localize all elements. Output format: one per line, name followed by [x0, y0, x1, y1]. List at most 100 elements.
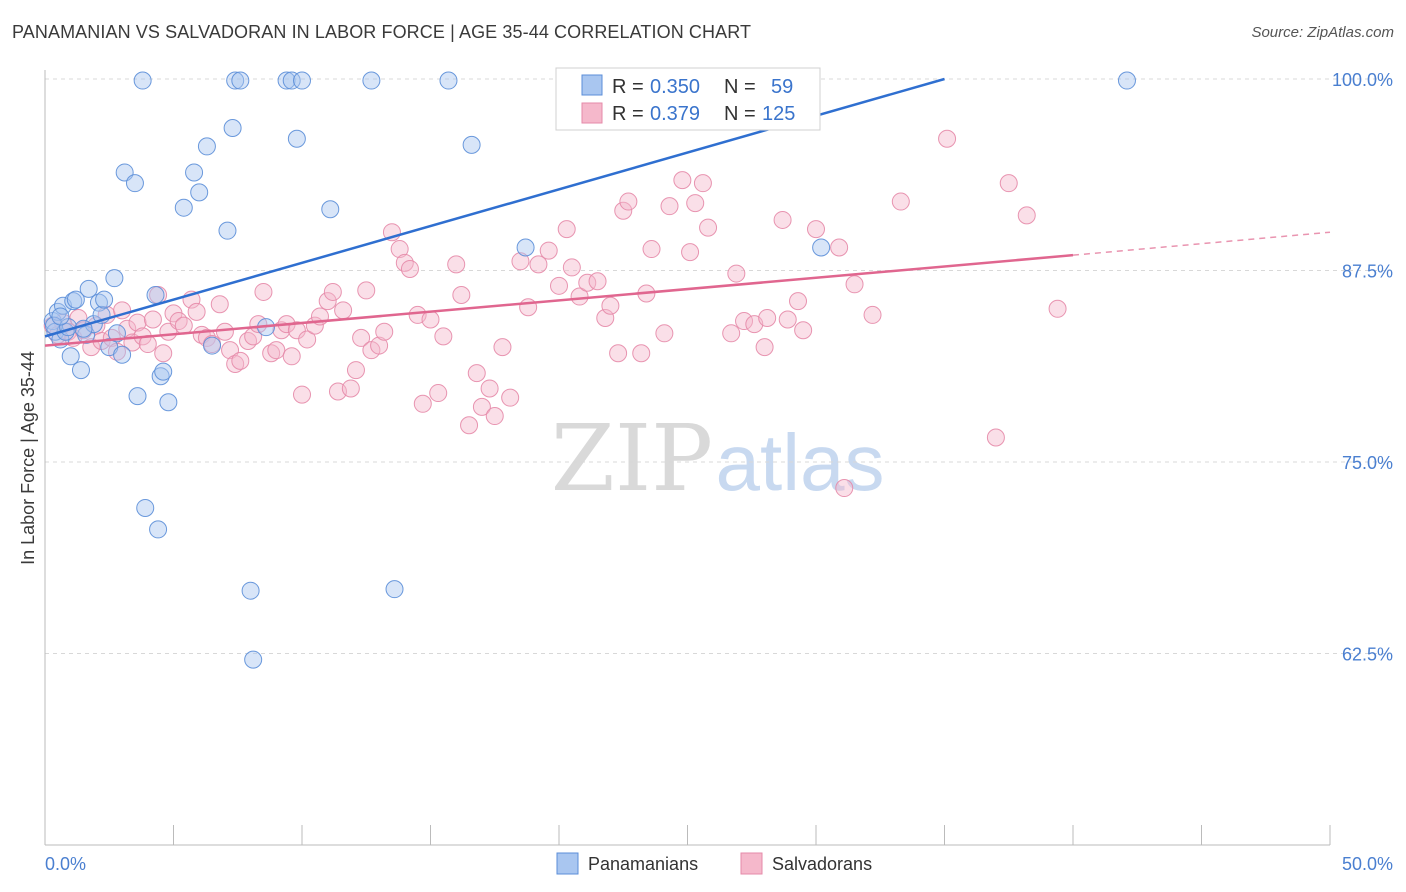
data-point-salvadorans: [699, 218, 718, 237]
data-point-panamanians: [282, 71, 301, 90]
data-point-salvadorans: [539, 241, 558, 260]
data-point-salvadorans: [632, 344, 651, 363]
data-point-salvadorans: [370, 336, 389, 355]
data-point-salvadorans: [681, 243, 700, 262]
data-point-panamanians: [151, 367, 170, 386]
data-point-salvadorans: [215, 322, 234, 341]
data-point-salvadorans: [986, 428, 1005, 447]
data-point-salvadorans: [673, 171, 692, 190]
stats-legend-swatch-blue: [581, 74, 603, 96]
data-point-panamanians: [362, 71, 381, 90]
trend-line-salvadorans: [44, 253, 1074, 347]
data-point-panamanians: [71, 361, 90, 380]
data-point-salvadorans: [601, 296, 620, 315]
data-point-panamanians: [66, 290, 85, 309]
data-point-salvadorans: [1017, 206, 1036, 225]
data-point-salvadorans: [562, 258, 581, 277]
data-point-salvadorans: [891, 192, 910, 211]
data-point-panamanians: [223, 119, 242, 138]
data-point-panamanians: [48, 302, 67, 321]
data-point-panamanians: [462, 135, 481, 154]
trend-line-salvadorans-extension: [1072, 231, 1331, 256]
data-point-salvadorans: [660, 197, 679, 216]
data-point-salvadorans: [460, 416, 479, 435]
stats-legend-swatch-pink: [581, 102, 603, 124]
data-point-salvadorans: [447, 255, 466, 274]
data-point-salvadorans: [511, 252, 530, 271]
data-point-panamanians: [321, 200, 340, 219]
legend-label-panamanians: Panamanians: [588, 854, 698, 874]
data-point-panamanians: [125, 174, 144, 193]
chart-title: PANAMANIAN VS SALVADORAN IN LABOR FORCE …: [12, 22, 752, 42]
data-point-salvadorans: [789, 292, 808, 311]
data-point-salvadorans: [375, 322, 394, 341]
data-point-salvadorans: [323, 282, 342, 301]
data-point-salvadorans: [1048, 299, 1067, 318]
data-point-salvadorans: [390, 240, 409, 259]
data-point-salvadorans: [693, 174, 712, 193]
data-point-panamanians: [241, 581, 260, 600]
data-point-panamanians: [277, 71, 296, 90]
data-point-panamanians: [95, 290, 114, 309]
data-point-salvadorans: [472, 397, 491, 416]
data-point-salvadorans: [845, 275, 864, 294]
legend-swatch-salvadorans: [740, 852, 763, 875]
data-point-panamanians: [385, 580, 404, 599]
data-point-salvadorans: [282, 347, 301, 366]
data-point-salvadorans: [758, 308, 777, 327]
data-point-salvadorans: [154, 344, 173, 363]
data-point-salvadorans: [210, 295, 229, 314]
data-point-panamanians: [244, 650, 263, 669]
data-point-salvadorans: [570, 287, 589, 306]
data-point-panamanians: [439, 71, 458, 90]
data-point-salvadorans: [400, 259, 419, 278]
data-point-salvadorans: [287, 321, 306, 340]
stats-n-value-blue: 59: [771, 76, 793, 98]
data-point-salvadorans: [778, 310, 797, 329]
data-point-salvadorans: [434, 327, 453, 346]
data-point-panamanians: [190, 183, 209, 202]
x-tick-label-max: 50.0%: [1342, 854, 1393, 874]
data-point-panamanians: [113, 345, 132, 364]
data-point-salvadorans: [226, 354, 245, 373]
stats-n-label-blue: N =: [724, 76, 756, 98]
data-point-panamanians: [105, 269, 124, 288]
data-point-salvadorans: [452, 286, 471, 305]
data-point-salvadorans: [550, 276, 568, 295]
series-panamanians: [43, 70, 1136, 669]
data-point-salvadorans: [938, 129, 957, 148]
data-point-salvadorans: [863, 305, 882, 324]
stats-r-label-pink: R =: [612, 103, 644, 125]
data-point-panamanians: [159, 393, 178, 412]
data-point-panamanians: [107, 324, 126, 343]
data-point-salvadorans: [298, 330, 317, 349]
data-point-salvadorans: [318, 292, 337, 311]
data-point-salvadorans: [773, 210, 792, 229]
data-point-salvadorans: [493, 338, 512, 357]
data-point-panamanians: [287, 129, 306, 148]
stats-r-value-pink: 0.379: [650, 103, 700, 125]
data-point-salvadorans: [395, 253, 414, 272]
source-label: Source: ZipAtlas.com: [1251, 24, 1394, 41]
data-point-salvadorans: [128, 313, 147, 332]
stats-legend: R = 0.350 N = 59 R = 0.379 N = 125: [555, 67, 821, 131]
data-point-salvadorans: [529, 255, 548, 274]
data-point-salvadorans: [588, 272, 607, 291]
data-point-panamanians: [218, 221, 237, 240]
data-point-salvadorans: [293, 385, 311, 404]
data-point-salvadorans: [642, 240, 661, 259]
data-point-salvadorans: [357, 281, 376, 300]
legend-swatch-panamanians: [556, 852, 579, 875]
data-point-salvadorans: [429, 384, 448, 403]
data-point-salvadorans: [480, 379, 499, 398]
data-point-panamanians: [231, 71, 250, 90]
data-point-salvadorans: [413, 394, 432, 413]
y-tick-label: 100.0%: [1332, 70, 1393, 90]
data-point-salvadorans: [421, 310, 440, 329]
data-point-panamanians: [146, 286, 165, 305]
data-point-panamanians: [812, 238, 831, 257]
data-point-salvadorans: [609, 344, 628, 363]
data-point-panamanians: [516, 238, 535, 257]
data-point-salvadorans: [334, 301, 353, 320]
